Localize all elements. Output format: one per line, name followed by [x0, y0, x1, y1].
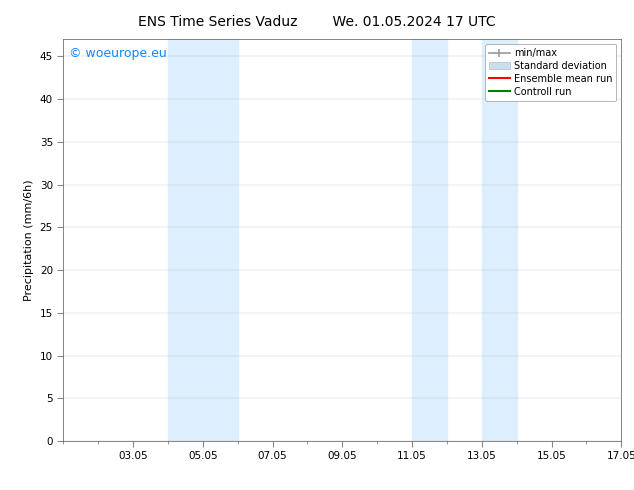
- Legend: min/max, Standard deviation, Ensemble mean run, Controll run: min/max, Standard deviation, Ensemble me…: [485, 44, 616, 100]
- Text: © woeurope.eu: © woeurope.eu: [69, 47, 167, 60]
- Bar: [412, 39, 447, 441]
- Text: ENS Time Series Vaduz        We. 01.05.2024 17 UTC: ENS Time Series Vaduz We. 01.05.2024 17 …: [138, 15, 496, 29]
- Bar: [168, 39, 238, 441]
- Bar: [482, 39, 517, 441]
- Y-axis label: Precipitation (mm/6h): Precipitation (mm/6h): [24, 179, 34, 301]
